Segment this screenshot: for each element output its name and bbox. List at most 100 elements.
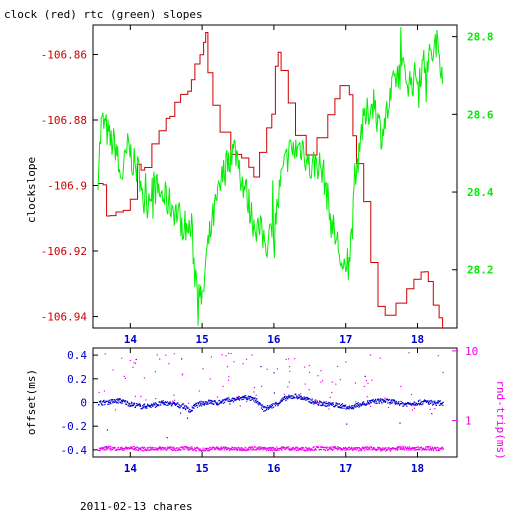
offset-point — [103, 401, 105, 403]
offset-point — [114, 401, 116, 403]
offset-point — [184, 405, 186, 407]
rndtrip-point — [258, 448, 260, 450]
offset-point — [313, 403, 315, 405]
offset-point — [345, 408, 347, 410]
offset-point — [109, 400, 111, 402]
rndtrip-point — [216, 446, 218, 448]
rndtrip-spike-point — [369, 405, 372, 407]
rndtrip-spike-point — [237, 395, 239, 397]
offset-point — [230, 400, 232, 402]
offset-point — [350, 406, 352, 408]
rndtrip-point — [170, 447, 172, 449]
offset-point — [295, 397, 297, 399]
rndtrip-point — [193, 448, 195, 450]
offset-point — [268, 405, 270, 407]
rndtrip-point — [151, 446, 153, 448]
rndtrip-point — [430, 449, 432, 451]
rndtrip-point — [362, 446, 364, 448]
offset-point — [317, 401, 319, 403]
offset-point — [142, 405, 144, 407]
offset-point — [148, 405, 150, 407]
offset-point — [182, 407, 184, 409]
rndtrip-point — [281, 449, 283, 451]
offset-point — [131, 404, 133, 406]
rndtrip-spike-point — [337, 365, 339, 367]
offset-point — [306, 397, 308, 399]
rndtrip-point — [217, 446, 219, 449]
offset-point — [224, 398, 226, 401]
offset-point — [415, 402, 417, 404]
rndtrip-point — [345, 446, 347, 448]
rndtrip-point — [229, 449, 231, 451]
rndtrip-point — [152, 448, 154, 450]
offset-point — [273, 372, 275, 374]
offset-point — [320, 404, 322, 406]
offset-point — [207, 403, 209, 405]
rndtrip-point — [402, 448, 404, 450]
rndtrip-point — [307, 449, 310, 451]
offset-point — [117, 402, 119, 404]
rndtrip-point — [107, 448, 109, 450]
offset-point — [121, 399, 123, 402]
rndtrip-point — [184, 448, 186, 450]
rndtrip-point — [187, 448, 189, 450]
offset-point — [187, 407, 189, 409]
rndtrip-spike-point — [400, 385, 402, 388]
rndtrip-point — [134, 447, 136, 449]
rndtrip-point — [416, 449, 418, 451]
rndtrip-point — [106, 446, 108, 448]
offset-point — [127, 401, 129, 403]
rndtrip-point — [188, 449, 190, 451]
offset-point — [193, 404, 195, 406]
rndtrip-point — [230, 448, 232, 450]
rndtrip-point — [263, 447, 265, 449]
offset-point — [216, 402, 218, 404]
offset-point — [283, 398, 285, 400]
offset-point — [147, 405, 149, 407]
offset-point — [436, 401, 438, 403]
rndtrip-point — [237, 446, 239, 448]
rndtrip-point — [429, 446, 431, 448]
rndtrip-point — [229, 448, 231, 451]
rndtrip-point — [251, 449, 253, 451]
offset-point — [320, 401, 322, 403]
rndtrip-point — [431, 446, 434, 448]
rndtrip-point — [145, 448, 147, 450]
rndtrip-point — [191, 448, 193, 450]
offset-point — [261, 408, 264, 410]
rndtrip-point — [305, 447, 308, 449]
offset-point — [148, 404, 150, 406]
offset-point — [289, 395, 292, 397]
rndtrip-point — [159, 447, 161, 449]
offset-point — [266, 409, 268, 411]
rndtrip-spike-point — [253, 386, 256, 389]
rndtrip-point — [307, 448, 309, 450]
rndtrip-point — [442, 448, 444, 451]
offset-point — [300, 395, 302, 397]
rndtrip-point — [271, 447, 273, 449]
offset-point — [172, 402, 174, 404]
rndtrip-point — [137, 447, 139, 449]
offset-point — [220, 402, 223, 404]
offset-point — [233, 398, 235, 400]
offset-point — [193, 407, 195, 409]
rndtrip-point — [171, 446, 173, 448]
rndtrip-point — [288, 446, 290, 448]
offset-point — [229, 403, 231, 405]
x-tick-label: 16 — [267, 462, 281, 475]
rndtrip-point — [178, 449, 180, 451]
offset-point — [235, 399, 237, 401]
rndtrip-spike-point — [322, 380, 324, 382]
rndtrip-point — [305, 446, 307, 448]
offset-point — [415, 404, 417, 406]
offset-point — [119, 401, 121, 404]
offset-point — [335, 404, 337, 406]
rndtrip-spike-point — [261, 385, 263, 387]
y-tick-label: -0.4 — [61, 444, 88, 457]
offset-point — [431, 413, 433, 415]
rndtrip-spike-point — [366, 396, 368, 398]
offset-point — [216, 403, 218, 405]
offset-point — [440, 404, 442, 406]
rndtrip-point — [271, 448, 273, 450]
